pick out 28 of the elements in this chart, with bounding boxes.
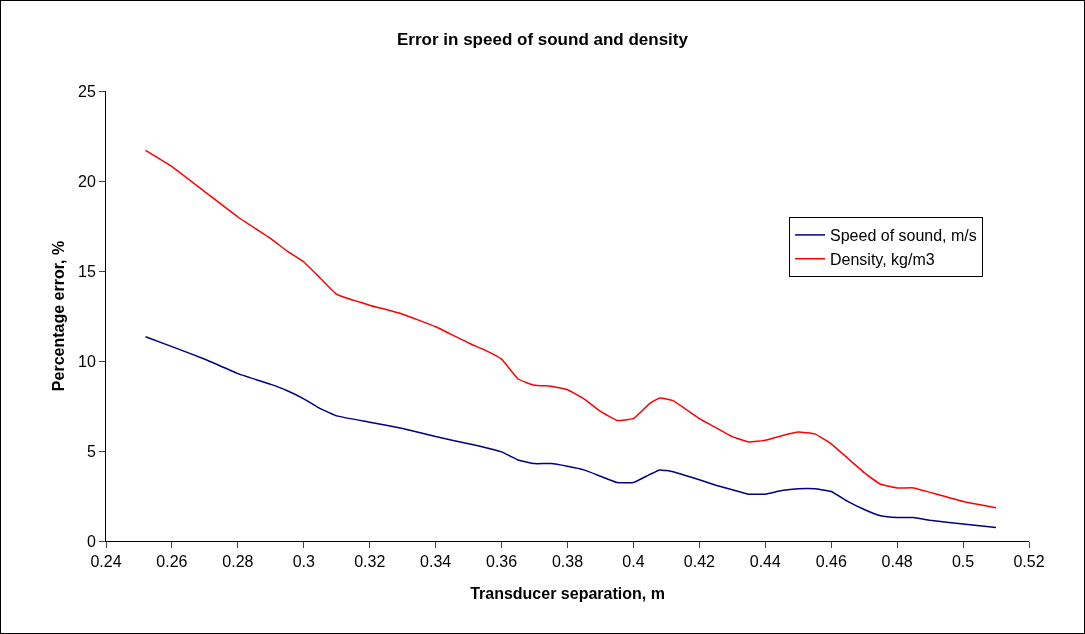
line-series <box>144 149 997 509</box>
x-tick-label: 0.32 <box>354 553 386 571</box>
legend-label: Density, kg/m3 <box>830 250 935 268</box>
y-tick-label: 5 <box>86 442 96 460</box>
x-tick-label: 0.5 <box>951 553 975 571</box>
y-tick-label: 20 <box>78 172 96 190</box>
x-tick-label: 0.46 <box>815 553 847 571</box>
line-series <box>144 335 997 529</box>
x-tick-label: 0.28 <box>222 553 254 571</box>
x-axis-title: Transducer separation, m <box>470 585 665 602</box>
x-tick-label: 0.42 <box>683 553 716 571</box>
x-tick-label: 0.48 <box>881 553 913 571</box>
x-tick-label: 0.38 <box>551 553 584 571</box>
y-tick-label: 10 <box>78 352 96 370</box>
x-tick-label: 0.36 <box>486 553 518 571</box>
x-tick-label: 0.4 <box>622 553 645 571</box>
y-tick-label: 0 <box>86 532 96 550</box>
y-tick-label: 25 <box>78 82 96 100</box>
x-tick-label: 0.3 <box>292 553 316 571</box>
chart-title: Error in speed of sound and density <box>397 29 689 49</box>
y-tick-label: 15 <box>78 262 96 280</box>
y-axis-title: Percentage error, % <box>50 240 67 392</box>
x-tick-label: 0.52 <box>1013 553 1045 571</box>
x-tick-label: 0.44 <box>749 553 781 571</box>
x-tick-label: 0.26 <box>156 553 188 571</box>
legend-label: Speed of sound, m/s <box>830 227 977 245</box>
x-tick-label: 0.24 <box>90 553 122 571</box>
x-tick-label: 0.34 <box>420 553 452 571</box>
